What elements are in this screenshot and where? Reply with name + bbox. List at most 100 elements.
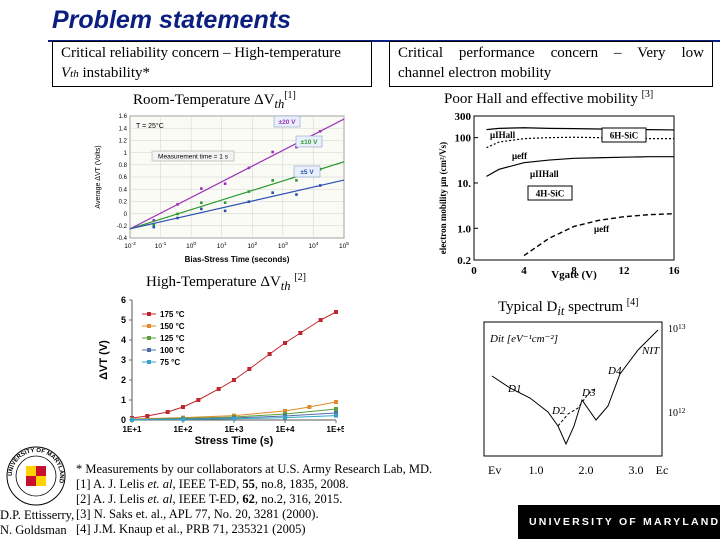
label-mu-ii-hall: μIIHall	[530, 169, 559, 179]
data-point	[181, 405, 185, 409]
data-point	[176, 216, 179, 220]
author-credit: D.P. Ettisserry, N. Goldsman	[0, 508, 75, 537]
y-tick-label: 1	[124, 151, 128, 157]
data-point	[271, 150, 274, 154]
data-point	[283, 341, 287, 345]
data-point	[247, 190, 251, 193]
data-point	[152, 225, 156, 229]
reference-1: [1] A. J. Lelis et. al, IEEE T-ED, 55, n…	[76, 477, 349, 491]
data-point	[307, 405, 312, 409]
y-tick-label: 0.8	[119, 163, 128, 169]
reliability-line-2: Vth instability*	[61, 65, 150, 81]
data-point	[267, 352, 272, 356]
data-point	[271, 191, 274, 194]
legend-label: 75 °C	[160, 358, 180, 367]
university-banner-text: UNIVERSITY OF MARYLAND	[529, 516, 720, 528]
data-point	[145, 414, 150, 418]
university-seal-logo: UNIVERSITY OF MARYLAND	[6, 446, 66, 506]
footnotes: * Measurements by our collaborators at U…	[76, 462, 456, 537]
reference-2: [2] A. J. Lelis et. al, IEEE T-ED, 62, n…	[76, 492, 343, 506]
performance-concern-box: Critical performance concern – Very low …	[389, 41, 713, 87]
y-tick-label: 0	[124, 212, 128, 218]
y-tick-label: 0.6	[119, 175, 128, 181]
university-banner: UNIVERSITY OF MARYLAND	[518, 505, 720, 539]
series-label: ±20 V	[279, 119, 297, 126]
data-point	[318, 129, 322, 133]
y-tick-label: 1013	[668, 322, 686, 335]
x-tick-label: 1.0	[529, 463, 544, 477]
x-tick-label: 1E+5	[327, 425, 344, 434]
y-tick-label: 5	[121, 315, 126, 325]
x-tick-label: 104	[308, 241, 318, 250]
dit-curve-dashed	[557, 387, 597, 427]
x-tick-label: 1E+3	[225, 425, 244, 434]
dit-spectrum-chart: 1013 1012 Ev 1.0 2.0 3.0 Ec Dit [eV⁻¹cm⁻²] NIT D1…	[470, 316, 710, 491]
data-point	[298, 331, 303, 335]
x-axis-label: Bias-Stress Time (seconds)	[185, 255, 290, 264]
series-line	[486, 156, 674, 177]
series-label-box	[295, 135, 323, 148]
room-temp-vth-chart: 10-2 10-1 100 101 102 103 104 105 -0.4 -0.2 0 0.2 0.…	[86, 108, 356, 268]
performance-line-2: channel electron mobility	[398, 65, 552, 81]
data-point	[223, 182, 227, 186]
x-axis-label: Stress Time (s)	[195, 435, 274, 447]
label-d3: D3	[581, 387, 596, 399]
high-temp-caption: High-Temperature ΔVth [2]	[146, 272, 306, 293]
series-line	[131, 401, 337, 420]
dit-curve	[491, 329, 659, 446]
label-d2: D2	[551, 405, 566, 417]
label-box-4h	[527, 185, 573, 201]
x-tick-label: 103	[278, 241, 288, 250]
data-point	[232, 416, 236, 421]
plot-frame	[483, 321, 663, 457]
data-point	[271, 179, 274, 182]
data-point	[334, 310, 338, 314]
y-tick-label: 4	[121, 335, 126, 345]
data-point	[283, 415, 287, 420]
x-tick-label: 101	[217, 241, 227, 250]
x-tick-label: 1E+1	[123, 425, 142, 434]
x-tick-label: 16	[669, 265, 681, 277]
title-underline	[48, 40, 720, 42]
label-d1: D1	[507, 383, 521, 395]
y-tick-label: 100	[455, 133, 472, 145]
legend-marker	[147, 360, 151, 364]
data-point	[200, 187, 203, 190]
data-point	[200, 207, 203, 211]
data-point	[196, 398, 201, 402]
x-tick-label: 100	[186, 241, 196, 250]
seal-quadrant	[36, 466, 46, 476]
series-label: ±10 V	[301, 139, 319, 146]
y-axis-label: Dit [eV⁻¹cm⁻²]	[489, 333, 558, 345]
x-tick-label: 0	[471, 265, 477, 277]
data-point	[152, 219, 156, 222]
legend-marker	[147, 336, 151, 340]
data-point	[216, 387, 221, 391]
y-axis-label: ΔVT (V)	[98, 340, 110, 380]
seal-quadrant	[26, 466, 36, 476]
x-tick-label: Ec	[656, 463, 669, 477]
series-line	[523, 213, 675, 257]
y-tick-label: 0.2	[119, 200, 128, 206]
reference-4: [4] J.M. Knaup et al., PRB 71, 235321 (2…	[76, 522, 306, 536]
data-point	[334, 407, 338, 411]
annotation-measurement: Measurement time = 1 s	[158, 154, 229, 161]
data-point	[165, 410, 170, 414]
room-temp-caption: Room-Temperature ΔVth[1]	[133, 90, 296, 111]
y-tick-label: 3	[121, 355, 126, 365]
data-point	[295, 179, 298, 182]
dit-caption: Typical Dit spectrum [4]	[498, 297, 639, 318]
y-tick-label: 2	[121, 375, 126, 385]
series-label-box	[293, 165, 321, 178]
data-point	[295, 193, 298, 196]
annotation-temperature: T = 25°C	[136, 122, 164, 130]
x-tick-label: 12	[619, 265, 631, 277]
label-6h-sic: 6H-SiC	[610, 131, 639, 141]
data-point	[283, 409, 287, 413]
x-tick-label: 102	[247, 241, 257, 250]
legend-marker	[147, 324, 151, 328]
y-tick-label: 1.2	[119, 139, 128, 145]
series-label-box	[273, 115, 301, 128]
data-point	[334, 400, 338, 404]
series-label: ±5 V	[300, 169, 314, 176]
